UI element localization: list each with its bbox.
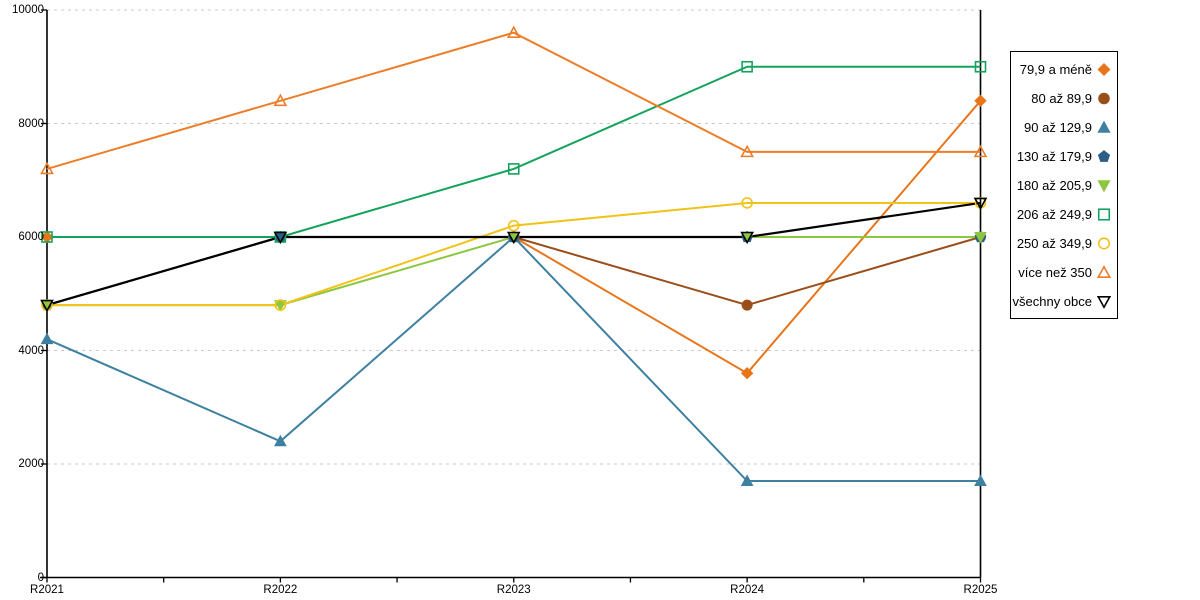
legend-item: více než 350 [1011,258,1117,287]
circle-outline-marker-icon [1097,236,1111,250]
y-axis-tick-label: 6000 [18,231,44,243]
y-axis-tick-label: 2000 [18,458,44,470]
triangle-up-outline-marker-icon [1096,264,1112,278]
pentagon-marker-icon [1097,149,1111,162]
legend-item-label: 79,9 a méně [1019,61,1092,77]
x-axis-tick-label: R2021 [30,584,64,596]
legend-item-label: 206 až 249,9 [1016,206,1092,222]
legend-item: 180 až 205,9 [1011,171,1117,200]
legend-item: 80 až 89,9 [1011,84,1117,113]
x-axis-tick-label: R2025 [963,584,998,596]
legend-item: 130 až 179,9 [1011,142,1117,171]
legend-item: 79,9 a méně [1011,55,1117,84]
legend-item: všechny obce [1011,287,1117,316]
x-axis-tick-label: R2022 [263,584,298,596]
y-axis-tick-label: 0 [37,571,44,584]
legend-item-label: 180 až 205,9 [1016,177,1092,193]
legend-item-label: 250 až 349,9 [1016,235,1092,251]
x-axis-tick-label: R2023 [496,584,531,596]
triangle-up-marker-icon [1097,120,1111,133]
legend: 79,9 a méně 80 až 89,9 90 až 129,9 130 a… [1010,51,1118,319]
legend-item-label: 80 až 89,9 [1031,90,1092,106]
diamond-marker-icon [1097,62,1111,76]
y-axis-tick-label: 10000 [12,4,44,16]
legend-item-label: všechny obce [1012,293,1093,309]
square-marker-icon [1097,207,1111,221]
legend-item: 250 až 349,9 [1011,229,1117,258]
circle-marker-icon [1098,92,1110,104]
y-axis-tick-label: 8000 [18,117,44,130]
triangle-down-outline-marker-icon [1096,295,1112,309]
legend-item-label: více než 350 [1018,264,1092,280]
legend-item: 206 až 249,9 [1011,200,1117,229]
triangle-down-marker-icon [1097,179,1111,192]
y-axis-tick-label: 4000 [18,344,44,357]
legend-item: 90 až 129,9 [1011,113,1117,142]
x-axis-tick-label: R2024 [730,584,765,596]
legend-item-label: 130 až 179,9 [1016,148,1092,164]
legend-item-label: 90 až 129,9 [1024,119,1092,135]
